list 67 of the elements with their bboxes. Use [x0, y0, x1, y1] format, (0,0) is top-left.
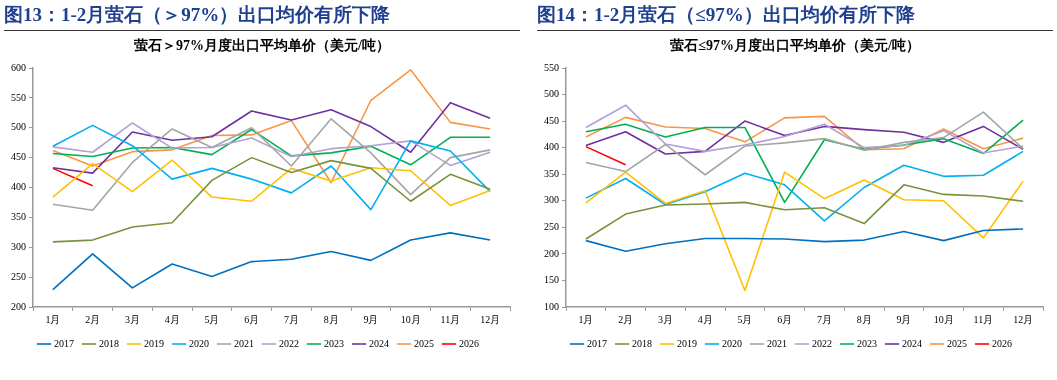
- y-tick-label: 200: [544, 247, 559, 259]
- x-tick-label: 4月: [164, 313, 180, 325]
- y-tick-label: 500: [544, 88, 559, 100]
- legend-label: 2019: [144, 337, 164, 349]
- y-tick-label: 250: [544, 220, 559, 232]
- x-tick-label: 8月: [323, 313, 339, 325]
- legend-label: 2017: [587, 337, 607, 349]
- y-tick-label: 500: [11, 121, 26, 133]
- x-tick-label: 10月: [400, 313, 421, 325]
- chart-subtitle: 萤石＞97%月度出口平均单价（美元/吨）: [133, 37, 391, 55]
- x-tick-label: 12月: [480, 313, 501, 325]
- y-tick-label: 300: [544, 194, 559, 206]
- x-tick-label: 3月: [124, 313, 140, 325]
- legend-label: 2022: [279, 337, 299, 349]
- y-tick-label: 150: [544, 274, 559, 286]
- x-tick-label: 4月: [697, 313, 713, 325]
- x-tick-label: 5月: [737, 313, 753, 325]
- y-tick-label: 550: [544, 61, 559, 73]
- legend-label: 2026: [992, 337, 1012, 349]
- legend-label: 2020: [722, 337, 742, 349]
- x-tick-label: 5月: [204, 313, 220, 325]
- x-tick-label: 11月: [973, 313, 994, 325]
- y-tick-label: 450: [11, 151, 26, 163]
- y-tick-label: 450: [544, 114, 559, 126]
- y-tick-label: 250: [11, 270, 26, 282]
- x-tick-label: 1月: [578, 313, 594, 325]
- legend-label: 2023: [857, 337, 877, 349]
- x-tick-label: 11月: [440, 313, 461, 325]
- y-tick-label: 100: [544, 300, 559, 312]
- y-tick-label: 300: [11, 240, 26, 252]
- x-tick-label: 10月: [933, 313, 954, 325]
- legend-label: 2021: [767, 337, 787, 349]
- x-tick-label: 8月: [856, 313, 872, 325]
- x-tick-label: 1月: [45, 313, 61, 325]
- legend-label: 2018: [99, 337, 119, 349]
- x-tick-label: 6月: [777, 313, 793, 325]
- x-tick-label: 7月: [283, 313, 299, 325]
- y-tick-label: 350: [544, 167, 559, 179]
- x-tick-label: 6月: [244, 313, 260, 325]
- chart-title: 图13：1-2月萤石（＞97%）出口均价有所下降: [4, 0, 520, 31]
- x-tick-label: 3月: [657, 313, 673, 325]
- y-tick-label: 200: [11, 300, 26, 312]
- legend-label: 2026: [459, 337, 479, 349]
- x-tick-label: 9月: [363, 313, 379, 325]
- legend-label: 2020: [189, 337, 209, 349]
- legend-label: 2024: [902, 337, 922, 349]
- y-tick-label: 350: [11, 211, 26, 222]
- chart-subtitle: 萤石≤97%月度出口平均单价（美元/吨）: [669, 37, 921, 55]
- x-tick-label: 2月: [85, 313, 101, 325]
- legend-label: 2022: [812, 337, 832, 349]
- legend-label: 2023: [324, 337, 344, 349]
- x-tick-label: 12月: [1013, 313, 1034, 325]
- legend-label: 2021: [234, 337, 254, 349]
- y-tick-label: 550: [11, 91, 26, 103]
- y-tick-label: 400: [11, 181, 26, 193]
- legend-label: 2024: [369, 337, 389, 349]
- y-tick-label: 600: [11, 61, 26, 73]
- y-tick-label: 400: [544, 141, 559, 153]
- legend-label: 2018: [632, 337, 652, 349]
- x-tick-label: 2月: [618, 313, 634, 325]
- legend-label: 2025: [414, 337, 434, 349]
- x-tick-label: 7月: [816, 313, 832, 325]
- legend-label: 2019: [677, 337, 697, 349]
- x-tick-label: 9月: [896, 313, 912, 325]
- legend-label: 2025: [947, 337, 967, 349]
- legend-label: 2017: [54, 337, 74, 349]
- chart-title: 图14：1-2月萤石（≤97%）出口均价有所下降: [537, 0, 1053, 31]
